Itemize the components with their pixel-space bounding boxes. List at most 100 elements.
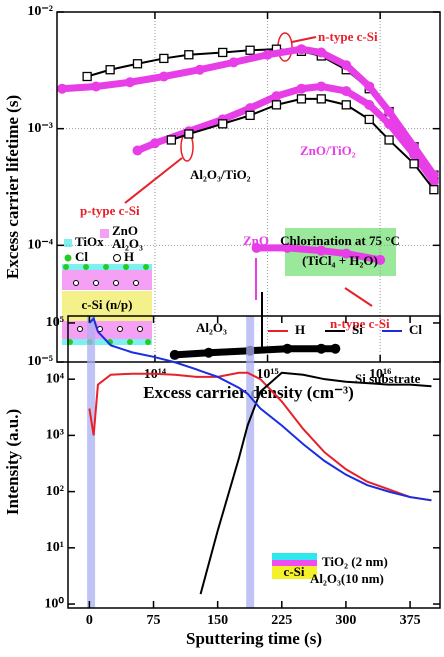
marker [245,45,255,55]
marker [132,145,143,156]
legend-label: Cl [409,322,422,337]
marker [82,71,92,82]
layer [272,566,317,579]
marker [296,83,307,94]
marker [124,77,135,88]
arrow [124,157,183,204]
y-tick-label: 10⁻³ [27,121,53,136]
series-line [136,82,437,184]
marker [282,242,293,253]
x-tick-label: 10¹⁶ [369,367,391,382]
annotation: p-type c-Si [80,203,140,218]
annotation: n-type c-Si [318,29,378,44]
legend-label: H [295,322,305,337]
chart: 0 75 150 225 300 375 10⁰ 10¹ 10² 10³ 10⁴ 10⁵ Sputter… [3,315,441,648]
legend-swatch [64,239,72,247]
x-axis-title: Sputtering time (s) [186,629,322,648]
marker [316,47,327,58]
annotation: Si substrate [355,371,421,386]
arrow [344,287,373,307]
layer [272,553,317,560]
marker [218,47,228,58]
y-tick-label: 10⁴ [46,371,65,386]
y-tick-label: 10⁻⁵ [27,354,53,369]
annotation: n-type c-Si [330,316,390,331]
annotation: H [124,249,134,264]
y-tick-label: 10³ [46,428,64,443]
marker [409,149,420,160]
annotation: Al₂O₃(10 nm) [310,571,384,586]
marker [316,245,327,256]
series-line [88,316,432,502]
legend-label: Si [352,322,363,337]
h-atoms [73,280,143,332]
marker [251,242,262,253]
marker [57,83,68,94]
annotation: (TiCl₄ + H₂O) [302,253,378,268]
marker [282,343,293,354]
series-line [88,371,432,502]
marker [271,100,282,110]
series-line [199,371,432,595]
series-group [88,316,432,595]
x-tick-label: 375 [400,613,421,628]
marker [159,53,169,64]
marker [169,349,180,360]
marker [428,176,439,187]
annotation: c-Si [284,564,305,579]
annotation: c-Si (n/p) [82,297,133,312]
marker [166,135,177,145]
annotation: Chlorination at 75 °C [280,233,400,248]
marker [262,49,273,60]
annotation: TiOx [75,234,104,249]
marker [105,65,115,75]
series-group [57,44,439,360]
y-tick-label: 10⁻⁴ [27,238,53,253]
y-axis-title: Excess carrier lifetime (s) [3,95,22,279]
annotation: Al₂O₃/TiO₂ [190,167,251,182]
marker [330,343,341,354]
marker [218,119,228,129]
annotation: TiO₂ (2 nm) [322,554,388,569]
y-tick-label: 10² [46,484,64,499]
series-line [61,45,437,178]
y-tick-label: 10⁻² [27,4,53,19]
layer [62,321,152,339]
marker [409,159,419,169]
marker [184,50,194,60]
marker [429,185,439,195]
x-tick-label: 150 [207,613,228,628]
marker [194,64,205,75]
legend-dot [113,254,121,262]
marker [341,86,352,97]
marker [316,81,327,92]
marker [341,248,352,259]
marker [364,81,375,92]
marker [316,343,327,354]
x-tick-label: 0 [86,613,93,628]
marker [384,135,394,145]
annotation: Al₂O₃ [112,236,143,251]
highlight-band [87,316,96,608]
y-tick-label: 10⁵ [46,315,64,330]
marker [384,106,395,117]
layer [62,270,152,290]
y-tick-label: 10⁰ [44,596,64,611]
arrow [291,36,317,43]
marker [296,94,307,104]
layer [272,560,317,566]
x-tick-label: 75 [147,613,161,628]
annotation: ZnO [112,223,138,238]
plot-frame [67,315,441,609]
marker [149,138,160,149]
marker [203,347,214,358]
marker [364,99,375,110]
marker [296,44,307,55]
marker [316,94,326,104]
marker [375,254,386,265]
marker [271,91,282,102]
annotation: ZnO/TiO₂ [300,143,356,158]
legend-dot [64,254,72,262]
